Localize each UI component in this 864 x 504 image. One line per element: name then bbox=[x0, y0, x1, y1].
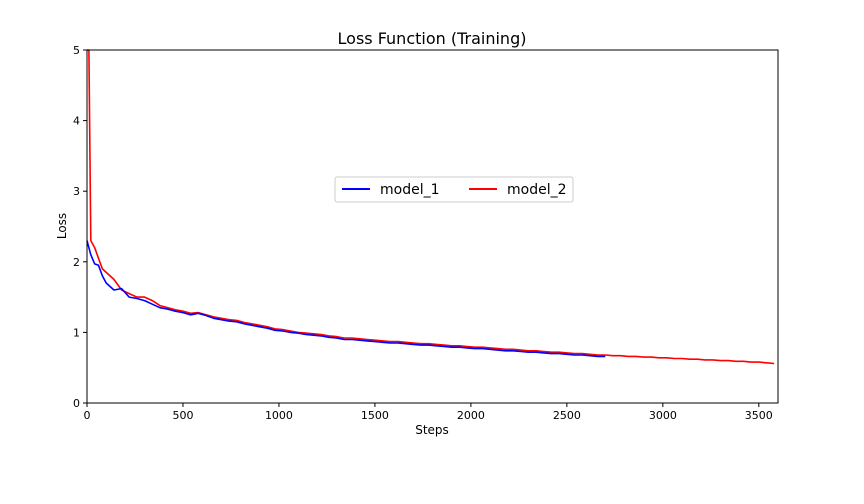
chart-title: Loss Function (Training) bbox=[338, 29, 527, 48]
y-tick-label: 3 bbox=[73, 185, 80, 198]
x-axis-ticks: 0 500 1000 1500 2000 2500 3000 3500 bbox=[84, 403, 773, 422]
x-tick-label: 2000 bbox=[457, 409, 485, 422]
y-tick-label: 5 bbox=[73, 44, 80, 57]
series-line-model-2 bbox=[87, 49, 775, 365]
series-line-model-1 bbox=[86, 240, 606, 358]
x-tick-label: 3000 bbox=[649, 409, 677, 422]
plot-frame bbox=[86, 49, 779, 404]
legend: model_1 model_2 bbox=[334, 176, 574, 203]
y-axis-label: Loss bbox=[55, 213, 69, 239]
x-tick-label: 3500 bbox=[745, 409, 773, 422]
x-tick-label: 1000 bbox=[265, 409, 293, 422]
x-tick-label: 500 bbox=[172, 409, 193, 422]
y-axis-ticks: 0 1 2 3 4 5 bbox=[73, 44, 87, 410]
x-tick-label: 1500 bbox=[361, 409, 389, 422]
legend-box bbox=[334, 176, 574, 203]
y-tick-label: 2 bbox=[73, 256, 80, 269]
series-layer bbox=[86, 49, 775, 365]
y-tick-label: 4 bbox=[73, 115, 80, 128]
legend-label-model-2: model_2 bbox=[507, 182, 567, 198]
x-tick-label: 0 bbox=[84, 409, 91, 422]
y-tick-label: 1 bbox=[73, 326, 80, 339]
legend-label-model-1: model_1 bbox=[380, 182, 440, 198]
x-tick-label: 2500 bbox=[553, 409, 581, 422]
x-axis-label: Steps bbox=[415, 423, 449, 437]
y-tick-label: 0 bbox=[73, 397, 80, 410]
